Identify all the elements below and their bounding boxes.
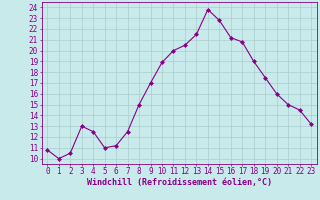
X-axis label: Windchill (Refroidissement éolien,°C): Windchill (Refroidissement éolien,°C): [87, 178, 272, 187]
